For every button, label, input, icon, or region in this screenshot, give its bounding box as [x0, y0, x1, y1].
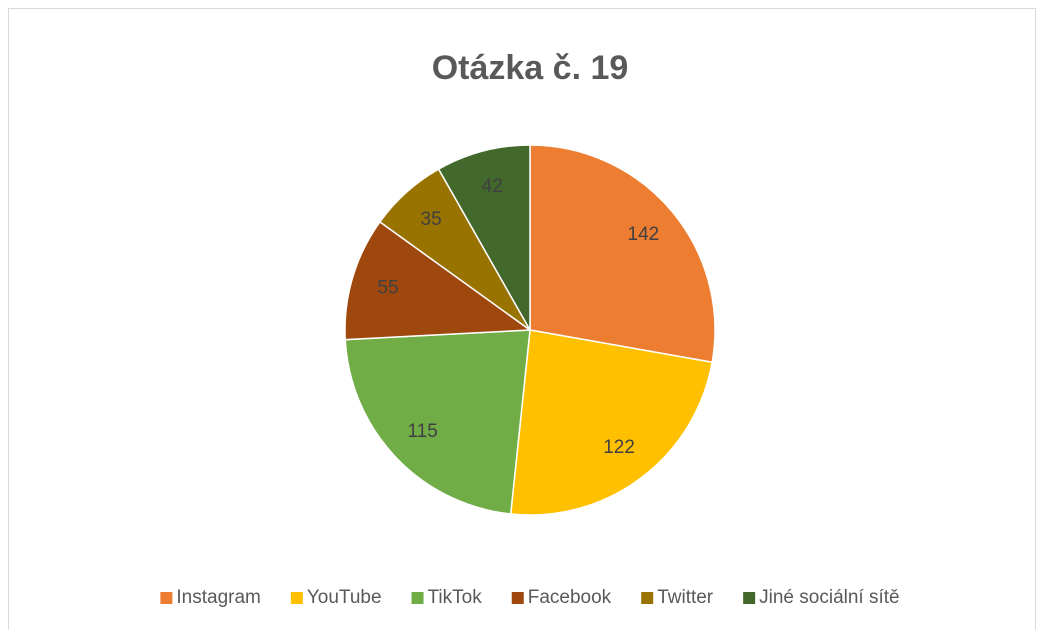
pie-slice [509, 329, 714, 516]
pie-slice [529, 144, 716, 364]
legend-label: Instagram [176, 587, 260, 608]
data-label: 115 [408, 421, 438, 442]
legend-label: Facebook [528, 587, 612, 608]
legend-swatch [511, 592, 524, 604]
chart-border [8, 8, 1036, 630]
data-label: 122 [603, 437, 635, 458]
legend-label: TikTok [428, 587, 483, 608]
legend-swatch [290, 592, 303, 604]
legend-swatch [160, 592, 173, 604]
data-label: 35 [421, 209, 442, 230]
chart-title: Otázka č. 19 [432, 49, 629, 87]
legend-swatch [743, 592, 756, 604]
pie-slice [344, 329, 531, 515]
legend-label: Jiné sociální sítě [759, 587, 899, 608]
legend-label: YouTube [307, 587, 382, 608]
data-label: 142 [628, 224, 660, 245]
legend-swatch [411, 592, 424, 604]
data-label: 55 [377, 277, 398, 298]
legend-swatch [641, 592, 654, 604]
data-label: 42 [482, 176, 503, 197]
pie-slice [344, 220, 533, 341]
pie-slice [437, 144, 531, 333]
legend-label: Twitter [657, 587, 714, 608]
